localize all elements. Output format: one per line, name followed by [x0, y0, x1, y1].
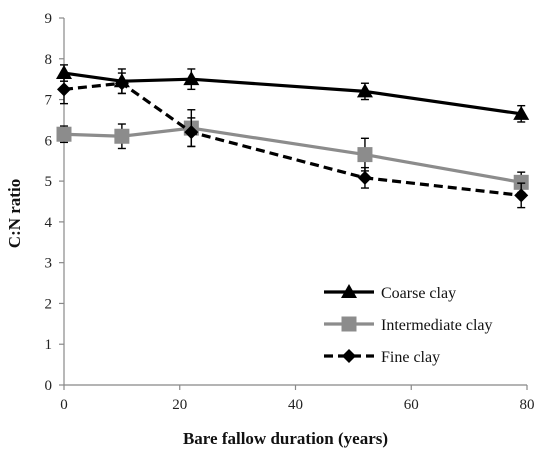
y-tick-label: 4	[45, 215, 53, 231]
data-point-diamond	[184, 125, 199, 140]
series-coarse-clay	[56, 64, 530, 123]
y-tick-label: 1	[45, 337, 53, 353]
x-tick-label: 0	[60, 397, 68, 413]
y-tick-label: 6	[45, 133, 53, 149]
data-point-diamond	[357, 170, 372, 185]
series-line-fine-clay	[63, 81, 522, 197]
y-axis-label: C:N ratio	[5, 179, 24, 248]
series-line-coarse-clay	[63, 71, 522, 116]
legend-label: Intermediate clay	[381, 317, 493, 334]
legend-item-intermediate-clay: Intermediate clay	[324, 316, 493, 334]
series-layer	[56, 64, 530, 209]
data-point-diamond	[114, 76, 129, 91]
legend-marker-square	[341, 316, 357, 332]
y-tick-label: 8	[45, 52, 53, 68]
legend-label: Fine clay	[381, 349, 440, 366]
axes: 0 1 2 3 4 5 6 7 8 9 0 20 40 60 80	[45, 11, 535, 413]
data-point-diamond	[57, 82, 71, 97]
data-point-triangle	[356, 83, 373, 98]
y-tick-label: 5	[45, 174, 53, 190]
x-tick-label: 20	[172, 397, 187, 413]
data-point-diamond	[514, 188, 529, 203]
data-point-square	[357, 147, 373, 163]
x-tick-label: 80	[520, 397, 535, 413]
data-point-square	[114, 128, 130, 144]
legend-marker-diamond	[342, 349, 356, 363]
series-line-intermediate-clay	[63, 126, 522, 184]
x-tick-label: 60	[404, 397, 419, 413]
y-tick-label: 7	[45, 93, 53, 109]
y-tick-label: 2	[45, 296, 53, 312]
legend-label: Coarse clay	[381, 285, 456, 302]
legend-marker-triangle	[341, 284, 357, 298]
legend: Coarse clay Intermediate clay Fine clay	[324, 284, 493, 366]
series-intermediate-clay	[56, 109, 529, 194]
data-point-triangle	[513, 105, 530, 120]
x-tick-label: 40	[288, 397, 303, 413]
y-tick-label: 3	[45, 256, 53, 272]
data-point-square	[513, 174, 529, 190]
series-fine-clay	[57, 72, 529, 209]
data-point-square	[56, 126, 72, 142]
x-axis-label: Bare fallow duration (years)	[183, 429, 388, 448]
y-tick-label: 9	[45, 11, 53, 27]
data-point-triangle	[183, 71, 200, 86]
legend-item-coarse-clay: Coarse clay	[324, 284, 456, 302]
legend-item-fine-clay: Fine clay	[324, 349, 440, 366]
y-tick-label: 0	[45, 378, 53, 394]
